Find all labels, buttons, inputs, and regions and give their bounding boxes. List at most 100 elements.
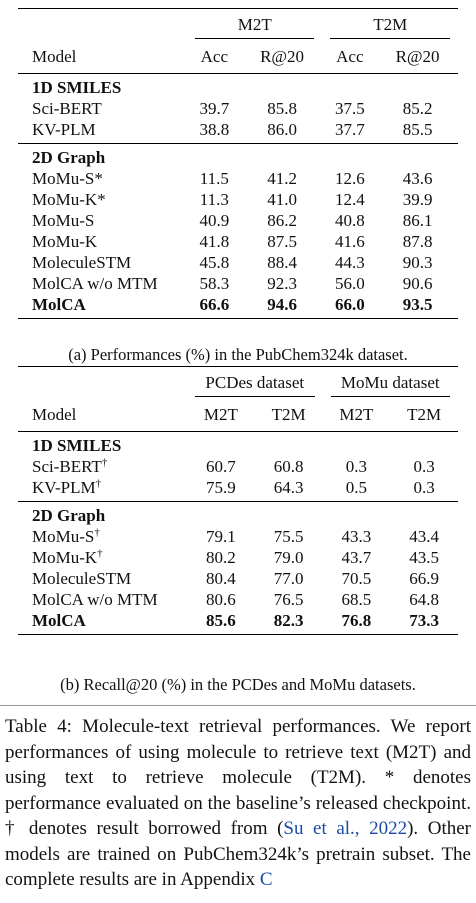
model-cell: MolCA <box>18 610 187 635</box>
model-cell: KV-PLM <box>18 119 187 144</box>
value-cell: 11.3 <box>199 190 229 209</box>
data-row: MolCA 66.6 94.6 66.0 93.5 <box>18 294 458 319</box>
column-header: M2T <box>203 404 238 424</box>
value-cell: 77.0 <box>273 569 304 588</box>
value-cell: 37.7 <box>334 120 365 139</box>
data-row: KV-PLM† 75.9 64.3 0.5 0.3 <box>18 477 458 502</box>
value-cell: 56.0 <box>334 274 365 293</box>
table-caption: Table 4: Molecule-text retrieval perform… <box>5 714 471 893</box>
column-header-row: Model M2T T2M M2T T2M <box>18 397 458 432</box>
data-row: MoMu-S 40.9 86.2 40.8 86.1 <box>18 210 458 231</box>
value-cell: 40.8 <box>334 211 365 230</box>
value-cell: 87.8 <box>402 232 433 251</box>
model-name: MolCA <box>32 611 86 630</box>
footnote-mark: † <box>101 456 108 469</box>
column-header: Acc <box>336 46 364 66</box>
group-header: MoMu dataset <box>322 366 458 397</box>
section-title: 1D SMILES <box>18 73 458 98</box>
column-header: M2T <box>339 404 374 424</box>
value-cell: 37.5 <box>334 99 365 118</box>
model-cell: MolCA w/o MTM <box>18 589 187 610</box>
value-cell: 66.0 <box>322 294 378 319</box>
column-header: R@20 <box>395 46 440 66</box>
caption-b: (b) Recall@20 (%) in the PCDes and MoMu … <box>60 675 416 694</box>
value-cell: 11.5 <box>199 169 229 188</box>
column-header: Model <box>32 404 77 424</box>
value-cell: 60.7 <box>206 457 236 476</box>
citation-link: C <box>259 869 273 890</box>
value-cell: 39.9 <box>402 190 433 209</box>
caption-text: Table 4: Molecule-text retrieval perform… <box>5 716 471 839</box>
section-row: 2D Graph <box>18 143 458 168</box>
section-title: 1D SMILES <box>18 431 458 456</box>
value-cell: 86.2 <box>267 211 297 230</box>
value-cell: 58.3 <box>199 274 230 293</box>
value-cell: 93.5 <box>377 294 458 319</box>
group-header: M2T <box>187 8 323 39</box>
model-name: MoMu-K <box>32 548 98 567</box>
value-cell: 85.5 <box>402 120 433 139</box>
model-cell: MoMu-K† <box>18 547 187 568</box>
value-cell: 43.6 <box>402 169 433 188</box>
data-row: MolCA w/o MTM 80.6 76.5 68.5 64.8 <box>18 589 458 610</box>
value-cell: 43.3 <box>341 527 372 546</box>
data-row: MoleculeSTM 45.8 88.4 44.3 90.3 <box>18 252 458 273</box>
model-name: MoMu-K <box>32 232 98 251</box>
model-name: MolCA <box>32 295 86 314</box>
value-cell: 88.4 <box>267 253 297 272</box>
value-cell: 86.0 <box>267 120 297 139</box>
value-cell: 64.8 <box>409 590 439 609</box>
value-cell: 12.4 <box>334 190 365 209</box>
column-header: Acc <box>200 46 229 66</box>
model-name: Sci-BERT <box>32 457 102 476</box>
value-cell: 43.5 <box>409 548 439 567</box>
value-cell: 85.8 <box>267 99 297 118</box>
citation-link: Su et al., 2022 <box>283 818 408 839</box>
value-cell: 76.5 <box>273 590 304 609</box>
value-cell: 40.9 <box>199 211 230 230</box>
group-header: T2M <box>322 8 458 39</box>
value-cell: 75.9 <box>206 478 236 497</box>
value-cell: 39.7 <box>199 99 230 118</box>
column-header-row: Model Acc R@20 Acc R@20 <box>18 39 458 74</box>
group-header-text: T2M <box>330 15 450 39</box>
column-header: T2M <box>407 404 442 424</box>
value-cell: 0.5 <box>345 478 367 497</box>
group-header: PCDes dataset <box>187 366 323 397</box>
section-row: 2D Graph <box>18 501 458 526</box>
data-row: MoMu-K* 11.3 41.0 12.4 39.9 <box>18 189 458 210</box>
value-cell: 12.6 <box>334 169 365 188</box>
value-cell: 64.3 <box>273 478 304 497</box>
group-header-row: M2T T2M <box>18 8 458 39</box>
value-cell: 41.2 <box>267 169 297 188</box>
value-cell: 82.3 <box>254 610 323 635</box>
data-row: MoleculeSTM 80.4 77.0 70.5 66.9 <box>18 568 458 589</box>
value-cell: 85.2 <box>402 99 433 118</box>
table-a: M2T T2M Model Acc R@20 Acc R@20 1D SMILES Sci-BE… <box>18 8 458 319</box>
value-cell: 38.8 <box>199 120 230 139</box>
value-cell: 68.5 <box>341 590 372 609</box>
model-cell: MoMu-K* <box>18 189 187 210</box>
footnote-mark: † <box>95 477 102 490</box>
value-cell: 0.3 <box>413 478 435 497</box>
value-cell: 73.3 <box>390 610 458 635</box>
model-cell: MolCA w/o MTM <box>18 273 187 294</box>
value-cell: 0.3 <box>345 457 367 476</box>
model-name: KV-PLM <box>32 478 96 497</box>
model-name: MoleculeSTM <box>32 569 132 588</box>
model-name: MoleculeSTM <box>32 253 132 272</box>
separator <box>0 705 476 706</box>
data-row: MolCA w/o MTM 58.3 92.3 56.0 90.6 <box>18 273 458 294</box>
model-cell: MoMu-K <box>18 231 187 252</box>
model-name: Sci-BERT <box>32 99 102 118</box>
model-name: MoMu-S <box>32 211 95 230</box>
value-cell: 80.4 <box>206 569 236 588</box>
value-cell: 60.8 <box>273 457 304 476</box>
model-name: MolCA w/o MTM <box>32 590 158 609</box>
model-cell: Sci-BERT† <box>18 456 187 477</box>
value-cell: 43.4 <box>409 527 439 546</box>
value-cell: 80.2 <box>206 548 236 567</box>
value-cell: 41.6 <box>334 232 365 251</box>
cell <box>18 366 187 397</box>
table-b: PCDes dataset MoMu dataset Model M2T T2M M2T T… <box>18 366 458 635</box>
